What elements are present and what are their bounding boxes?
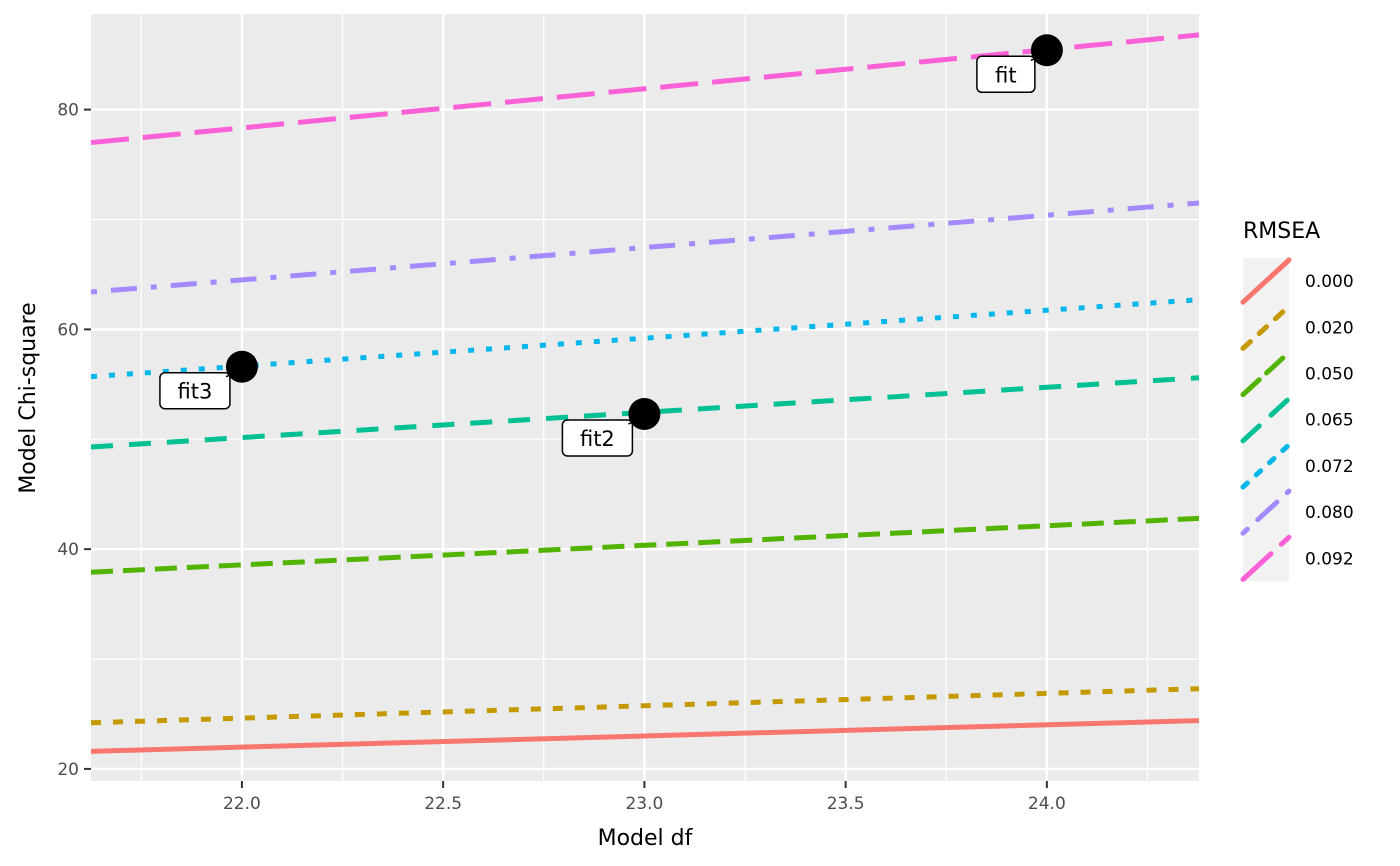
x-axis: 22.0 22.5 23.0 23.5 24.0 bbox=[223, 781, 1066, 814]
rmsea-line-0-072 bbox=[90, 297, 1200, 380]
legend-label-0-065: 0.065 bbox=[1305, 411, 1354, 431]
x-tick-label: 22.5 bbox=[424, 794, 462, 814]
x-tick-label: 22.0 bbox=[223, 794, 261, 814]
legend-key-0-092 bbox=[1240, 534, 1292, 582]
legend-label-0-080: 0.080 bbox=[1305, 503, 1354, 523]
legend-keys: 0.000 0.020 0.050 0.065 0.072 0.080 0.092 bbox=[1240, 257, 1354, 582]
rmsea-lines bbox=[90, 32, 1200, 754]
y-tick-label: 60 bbox=[57, 320, 79, 340]
fit-point-label-pointer bbox=[225, 372, 237, 378]
fit-point-label-box bbox=[976, 55, 1036, 94]
legend-key-0-000 bbox=[1240, 257, 1292, 305]
major-gridlines bbox=[91, 14, 1199, 781]
fit-point-label: fit bbox=[995, 63, 1016, 87]
fit-point-label-pointer bbox=[628, 419, 639, 425]
legend-label-0-000: 0.000 bbox=[1305, 272, 1354, 292]
rmsea-line-0-020 bbox=[90, 686, 1200, 726]
fit-point-label: fit3 bbox=[178, 380, 213, 404]
legend-key-0-072 bbox=[1240, 442, 1292, 490]
legend-key-0-080 bbox=[1240, 488, 1292, 536]
legend-key-0-050 bbox=[1240, 349, 1292, 398]
legend-key-0-065 bbox=[1240, 396, 1292, 444]
y-tick-label: 20 bbox=[57, 760, 79, 780]
rmsea-line-0-092 bbox=[90, 32, 1200, 146]
legend-key-background bbox=[1243, 258, 1289, 582]
rmsea-line-0-065 bbox=[90, 375, 1200, 450]
y-axis-title: Model Chi-square bbox=[16, 302, 41, 493]
rmsea-line-0-000 bbox=[90, 718, 1200, 754]
fit-point-label-box bbox=[561, 419, 634, 457]
fit-point-label-box bbox=[159, 371, 231, 410]
legend-label-0-092: 0.092 bbox=[1305, 549, 1354, 569]
y-axis: 20 40 60 80 bbox=[57, 101, 91, 780]
x-tick-label: 24.0 bbox=[1028, 794, 1066, 814]
fit-point-label: fit2 bbox=[580, 427, 615, 451]
legend-label-0-072: 0.072 bbox=[1305, 457, 1354, 477]
y-tick-label: 40 bbox=[57, 540, 79, 560]
legend-label-0-020: 0.020 bbox=[1305, 318, 1354, 338]
fit-points: fit fit2 fit3 bbox=[159, 34, 1063, 457]
rmsea-line-0-080 bbox=[90, 200, 1200, 295]
legend-label-0-050: 0.050 bbox=[1305, 365, 1354, 385]
legend-key-0-020 bbox=[1240, 303, 1292, 351]
fit-point-label-pointer bbox=[1030, 55, 1042, 61]
rmsea-line-0-050 bbox=[90, 515, 1200, 575]
y-tick-label: 80 bbox=[57, 101, 79, 121]
fit-point-marker bbox=[225, 350, 258, 383]
legend-title: RMSEA bbox=[1243, 219, 1320, 244]
x-tick-label: 23.5 bbox=[827, 794, 865, 814]
fit-point-marker bbox=[628, 397, 661, 430]
x-tick-label: 23.0 bbox=[625, 794, 663, 814]
x-axis-title: Model df bbox=[598, 826, 694, 851]
fit-point-marker bbox=[1030, 34, 1063, 67]
legend: RMSEA 0.000 0.020 0.050 0.065 0.072 0.080 0.09… bbox=[1240, 219, 1354, 582]
